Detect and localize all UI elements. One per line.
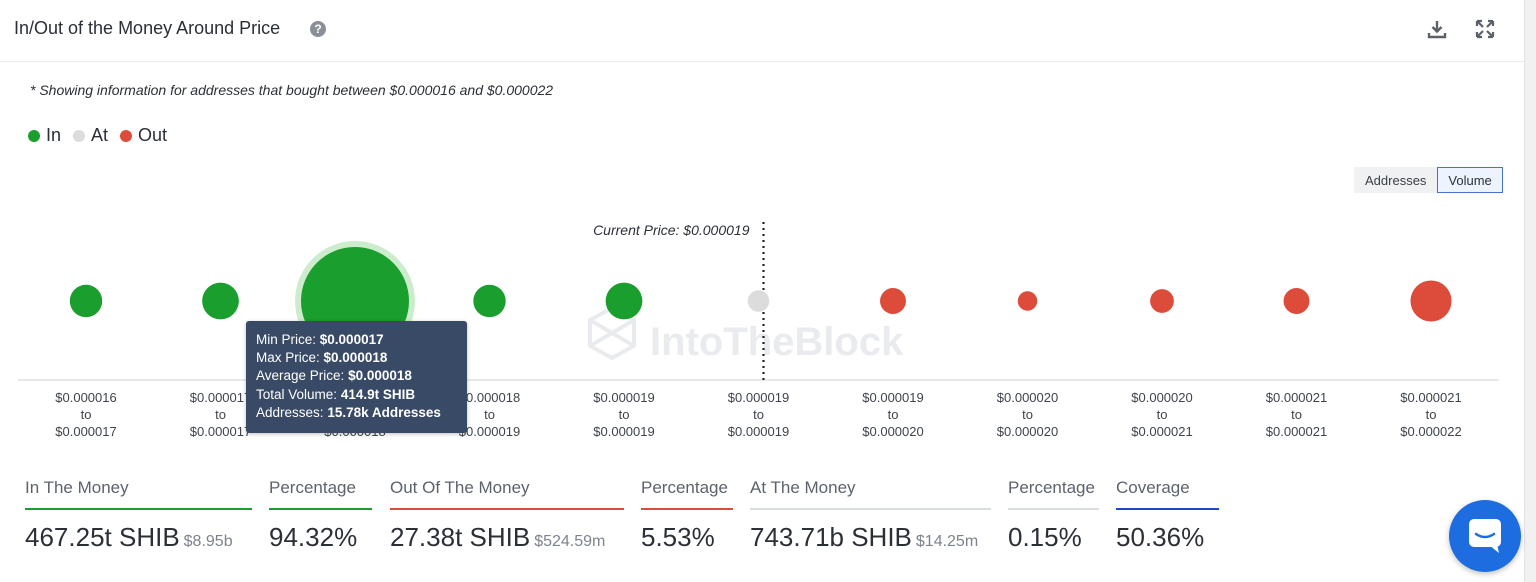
tick-label-to-word: to [215, 407, 226, 422]
metric-toggle: Addresses Volume [1354, 167, 1503, 193]
page-scrollbar[interactable] [1524, 0, 1536, 582]
tick-label-from: $0.000017 [190, 390, 251, 405]
tick-label-from: $0.000020 [997, 390, 1058, 405]
stat-in-percentage: Percentage 94.32% [269, 478, 372, 553]
tick-label-from: $0.000019 [862, 390, 923, 405]
summary-stats: In The Money 467.25t SHIB $8.95b Percenta… [0, 478, 1524, 578]
tick-label-from: $0.000021 [1400, 390, 1461, 405]
tooltip-total-volume: Total Volume: 414.9t SHIB [256, 386, 416, 402]
chat-bubble-icon [1469, 519, 1501, 553]
stat-label: Coverage [1116, 478, 1219, 510]
tick-label-from: $0.000016 [55, 390, 116, 405]
stat-value: 0.15% [1008, 522, 1082, 552]
tick-label-to: $0.000022 [1400, 424, 1461, 439]
tick-label-to-word: to [619, 407, 630, 422]
stat-out-of-the-money: Out Of The Money 27.38t SHIB $524.59m [390, 478, 624, 553]
tick-label-to: $0.000019 [459, 424, 520, 439]
chat-button[interactable] [1449, 500, 1521, 572]
bubble-in [605, 282, 643, 320]
question-circle-icon[interactable]: ? [310, 21, 326, 37]
tick-label-from: $0.000019 [593, 390, 654, 405]
bubble-tooltip: Min Price: $0.000017 Max Price: $0.00001… [246, 321, 467, 433]
tick-label-to: $0.000020 [997, 424, 1058, 439]
bubble-out [1410, 280, 1452, 322]
bubble-at [747, 290, 770, 312]
stat-value: 467.25t SHIB $8.95b [25, 522, 233, 552]
legend-label-at: At [91, 125, 109, 145]
legend-item-at[interactable]: At [73, 125, 108, 146]
stat-value: 50.36% [1116, 522, 1205, 552]
stat-at-percentage: Percentage 0.15% [1008, 478, 1099, 553]
bubble-in [473, 284, 506, 318]
bubble-out [1150, 289, 1174, 313]
legend-dot-out [120, 129, 133, 142]
legend-label-out: Out [138, 125, 168, 145]
stat-value: 94.32% [269, 522, 358, 552]
stat-label: Percentage [1008, 478, 1099, 510]
stat-value: 743.71b SHIB $14.25m [750, 522, 979, 552]
legend-item-in[interactable]: In [28, 125, 61, 146]
stat-label: Percentage [641, 478, 733, 510]
widget-title: In/Out of the Money Around Price [14, 18, 281, 38]
tick-label-to-word: to [81, 407, 92, 422]
tooltip-average-price: Average Price: $0.000018 [256, 368, 412, 384]
tooltip-max-price: Max Price: $0.000018 [256, 350, 388, 366]
range-note: * Showing information for addresses that… [30, 82, 554, 98]
tooltip-addresses: Addresses: 15.78k Addresses [256, 404, 441, 420]
download-icon[interactable] [1426, 18, 1448, 40]
tooltip-min-price: Min Price: $0.000017 [256, 332, 384, 347]
stat-label: Percentage [269, 478, 372, 510]
tick-label-from: $0.000018 [459, 390, 520, 405]
tick-label-to-word: to [1426, 407, 1437, 422]
stat-label: In The Money [25, 478, 252, 510]
tick-label-to: $0.000021 [1131, 424, 1192, 439]
stat-in-the-money: In The Money 467.25t SHIB $8.95b [25, 478, 252, 553]
expand-icon[interactable] [1474, 18, 1496, 40]
tick-label-to: $0.000017 [55, 424, 116, 439]
tick-label-to-word: to [753, 407, 764, 422]
current-price-label: Current Price: $0.000019 [593, 222, 750, 238]
tick-label-to-word: to [1022, 407, 1033, 422]
addresses-toggle-button[interactable]: Addresses [1354, 167, 1438, 193]
legend-label-in: In [46, 125, 62, 145]
stat-label: At The Money [750, 478, 991, 510]
volume-toggle-button[interactable]: Volume [1437, 167, 1503, 193]
legend-dot-at [73, 129, 86, 142]
tick-label-from: $0.000021 [1266, 390, 1327, 405]
stat-label: Out Of The Money [390, 478, 624, 510]
tick-label-to-word: to [484, 407, 495, 422]
stat-at-the-money: At The Money 743.71b SHIB $14.25m [750, 478, 991, 553]
tick-label-to: $0.000017 [190, 424, 251, 439]
stat-out-percentage: Percentage 5.53% [641, 478, 733, 553]
bubble-out [880, 288, 906, 314]
legend-item-out[interactable]: Out [120, 125, 167, 146]
tick-label-from: $0.000019 [728, 390, 789, 405]
tick-label-to-word: to [1157, 407, 1168, 422]
tick-label-to-word: to [888, 407, 899, 422]
stat-coverage: Coverage 50.36% [1116, 478, 1219, 553]
bubble-out [1283, 288, 1310, 314]
watermark-text: IntoTheBlock [650, 320, 904, 364]
tick-label-to: $0.000021 [1266, 424, 1327, 439]
tick-label-to: $0.000019 [728, 424, 789, 439]
money-chart: IntoTheBlock Current Price: $0.000019 $0.0… [18, 222, 1499, 439]
tick-label-to-word: to [1291, 407, 1302, 422]
bubble-in [69, 284, 103, 318]
bubble-in [202, 282, 239, 320]
bubble-out [1017, 291, 1038, 311]
stat-value: 5.53% [641, 522, 715, 552]
legend-dot-in [28, 129, 40, 142]
tick-label-from: $0.000020 [1131, 390, 1192, 405]
stat-value: 27.38t SHIB $524.59m [390, 522, 606, 552]
tick-label-to: $0.000019 [593, 424, 654, 439]
widget-header: In/Out of the Money Around Price ? [0, 0, 1524, 62]
tick-label-to: $0.000020 [862, 424, 923, 439]
chart-legend: In At Out [28, 125, 179, 146]
